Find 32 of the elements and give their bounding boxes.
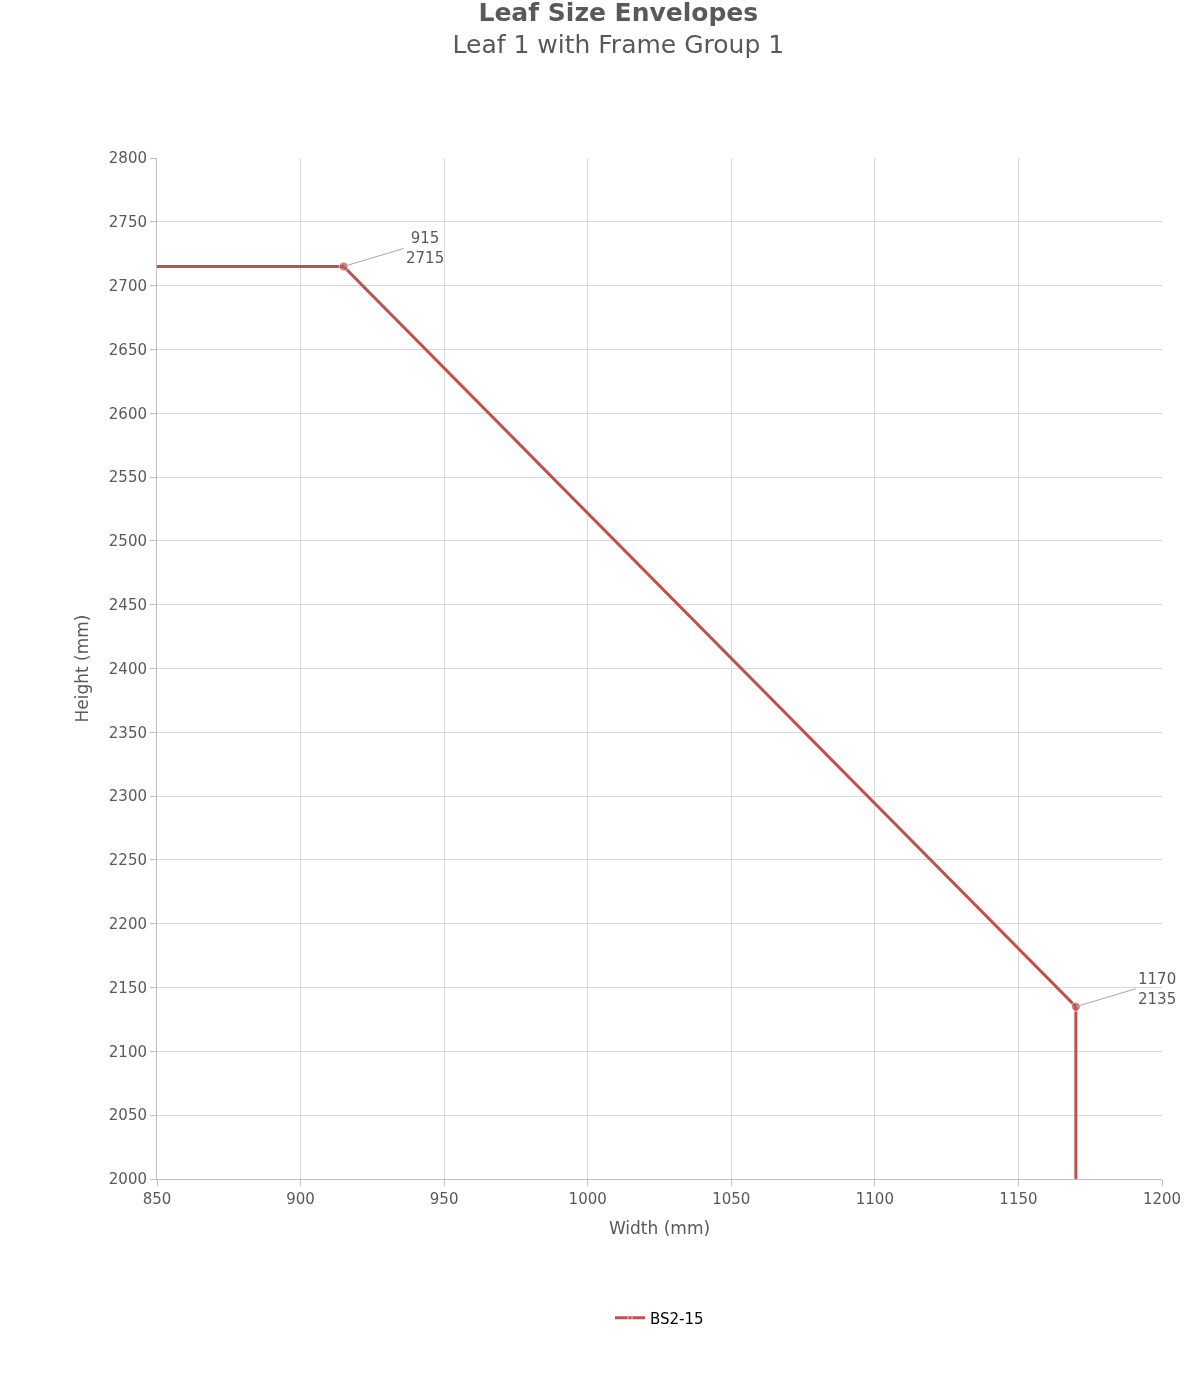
y-tick-label: 2500 (108, 532, 147, 551)
y-tick-label: 2800 (108, 149, 147, 168)
chart-title: Leaf Size Envelopes (478, 0, 759, 27)
legend-label: BS2-15 (650, 1309, 704, 1328)
x-tick-label: 1200 (1142, 1190, 1182, 1208)
y-tick-label: 2750 (108, 213, 147, 232)
x-tick-label: 900 (286, 1190, 315, 1208)
y-tick-label: 2100 (108, 1042, 147, 1061)
chart-subtitle: Leaf 1 with Frame Group 1 (452, 30, 785, 60)
x-axis-title: Width (mm) (608, 1218, 711, 1239)
y-tick-label: 2300 (108, 787, 147, 806)
y-axis-title: Height (mm) (72, 614, 93, 723)
y-tick-label: 2550 (108, 468, 147, 487)
y-tick-label: 2600 (108, 404, 147, 423)
y-tick-label: 2400 (108, 659, 147, 678)
y-tick-label: 2450 (108, 595, 147, 614)
y-tick-label: 2350 (108, 723, 147, 742)
x-tick-label: 1050 (712, 1190, 751, 1208)
y-tick-label: 2050 (108, 1106, 147, 1125)
y-tick-label: 2650 (108, 340, 147, 359)
x-tick-label: 1100 (855, 1190, 894, 1208)
x-tick-label: 1000 (568, 1190, 607, 1208)
y-tick-label: 2000 (108, 1170, 147, 1189)
y-tick-label: 2700 (108, 276, 147, 295)
x-tick-label: 850 (142, 1190, 172, 1208)
x-tick-label: 1150 (999, 1190, 1038, 1208)
y-tick-label: 2200 (108, 915, 147, 933)
data-label: 1170 2135 (1138, 970, 1177, 1008)
y-tick-label: 2150 (108, 978, 147, 997)
x-tick-label: 950 (429, 1190, 459, 1208)
y-tick-label: 2250 (108, 851, 147, 870)
data-label: 915 2715 (406, 229, 445, 267)
